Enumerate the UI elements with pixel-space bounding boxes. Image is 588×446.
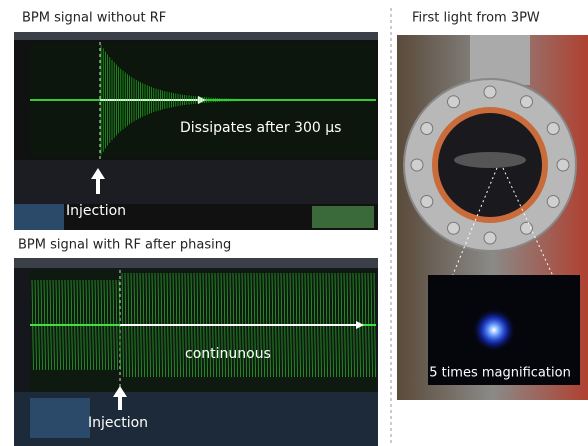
- panel-title: BPM signal without RF: [22, 11, 166, 26]
- bolt: [448, 222, 460, 234]
- pipe: [470, 35, 530, 85]
- bolt: [521, 96, 533, 108]
- slide: BPM signal without RF Dissipates after 3…: [0, 0, 588, 446]
- bolt: [547, 123, 559, 135]
- photo: [397, 35, 588, 400]
- bolt: [448, 96, 460, 108]
- bolt: [421, 123, 433, 135]
- marker-label: Injection: [88, 415, 148, 431]
- menu-bar: [14, 32, 378, 40]
- annotation: continunous: [185, 346, 271, 362]
- panel-title: First light from 3PW: [412, 11, 540, 26]
- bolt: [411, 159, 423, 171]
- annotation: Dissipates after 300 μs: [180, 120, 341, 136]
- inset-caption: 5 times magnification: [429, 366, 571, 381]
- panel-widget: [14, 204, 64, 230]
- panel-title: BPM signal with RF after phasing: [18, 238, 231, 253]
- panel-widget: [30, 398, 90, 438]
- bolt: [484, 86, 496, 98]
- bolt: [557, 159, 569, 171]
- marker-label: Injection: [66, 203, 126, 219]
- menu-bar: [14, 258, 378, 268]
- panel-widget: [312, 206, 374, 228]
- target: [454, 152, 526, 168]
- bolt: [484, 232, 496, 244]
- light-spot: [472, 308, 516, 352]
- bolt: [547, 196, 559, 208]
- bolt: [421, 196, 433, 208]
- measurement-table: [14, 160, 378, 204]
